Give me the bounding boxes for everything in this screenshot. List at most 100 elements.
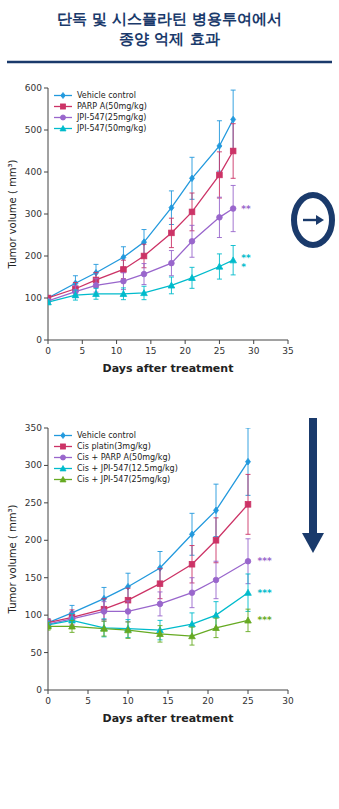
x-tick xyxy=(253,340,254,344)
y-tick xyxy=(44,652,48,653)
legend-label: PARP A(50mg/kg) xyxy=(77,102,147,111)
x-tick xyxy=(288,690,289,694)
error-bar xyxy=(70,620,75,632)
y-tick-label: 50 xyxy=(31,648,43,658)
error-bar-cap xyxy=(102,598,107,599)
error-bar-cap xyxy=(231,274,236,275)
x-tick-label: 0 xyxy=(45,346,51,356)
legend: Vehicle controlCis platin(3mg/kg)Cis + P… xyxy=(54,431,178,484)
x-tick-label: 0 xyxy=(45,696,51,706)
point xyxy=(190,175,195,182)
error-bar xyxy=(231,124,236,179)
error-bar-cap xyxy=(246,631,251,632)
title: 단독 및 시스플라틴 병용투여에서종양 억제 효과 xyxy=(57,10,283,48)
legend-label: Cis + JPI-547(25mg/kg) xyxy=(77,475,170,484)
error-bar-cap xyxy=(190,225,195,226)
error-bar-cap xyxy=(48,618,51,619)
point xyxy=(169,260,175,266)
error-bar-cap xyxy=(169,218,174,219)
point xyxy=(217,143,222,150)
x-tick-label: 15 xyxy=(145,346,156,356)
error-bar-cap xyxy=(190,612,195,613)
series xyxy=(48,90,236,301)
x-tick xyxy=(82,340,83,344)
y-tick-label: 0 xyxy=(36,335,42,345)
error-bar-cap xyxy=(142,284,147,285)
error-bar-cap xyxy=(70,632,75,633)
error-bar-cap xyxy=(231,178,236,179)
error-bar-cap xyxy=(126,621,131,622)
error-bar xyxy=(190,225,195,257)
point xyxy=(69,623,76,629)
error-bar xyxy=(190,193,195,231)
point xyxy=(230,257,237,263)
x-tick-label: 30 xyxy=(248,346,260,356)
error-bar xyxy=(48,623,51,630)
y-tick xyxy=(44,540,48,541)
error-bar xyxy=(158,626,163,642)
error-bar-cap xyxy=(190,157,195,158)
error-bar-cap xyxy=(217,237,222,238)
point xyxy=(230,148,236,154)
x-tick-label: 35 xyxy=(282,346,293,356)
error-bar-cap xyxy=(48,618,51,619)
x-tick-label: 10 xyxy=(111,346,123,356)
error-bar xyxy=(190,157,195,199)
error-bar xyxy=(142,264,147,285)
annotation: ** xyxy=(241,204,251,214)
error-bar xyxy=(142,286,147,299)
error-bar xyxy=(158,592,163,616)
y-tick-label: 350 xyxy=(25,423,42,433)
y-tick-label: 100 xyxy=(25,610,42,620)
error-bar-cap xyxy=(73,282,78,283)
point xyxy=(157,581,163,587)
y-tick xyxy=(44,88,48,89)
error-bar-cap xyxy=(217,197,222,198)
error-bar-cap xyxy=(158,568,163,569)
annotation: * xyxy=(241,262,246,272)
x-tick-label: 25 xyxy=(214,346,225,356)
point xyxy=(169,204,174,211)
error-bar-cap xyxy=(102,621,107,622)
x-tick-label: 30 xyxy=(282,696,294,706)
error-bar-cap xyxy=(217,151,222,152)
error-bar-cap xyxy=(126,588,131,589)
error-bar-cap xyxy=(214,561,219,562)
error-bar-cap xyxy=(142,286,147,287)
error-bar-cap xyxy=(70,620,75,621)
x-tick xyxy=(208,690,209,694)
title-line: 종양 억제 효과 xyxy=(119,30,219,48)
legend-marker xyxy=(60,126,66,131)
legend-label: Cis + PARP A(50mg/kg) xyxy=(77,453,171,462)
error-bar xyxy=(217,197,222,237)
x-tick xyxy=(150,340,151,344)
error-bar xyxy=(102,621,107,636)
error-bar-cap xyxy=(142,229,147,230)
error-bar xyxy=(126,620,131,638)
point xyxy=(245,589,252,595)
point xyxy=(157,601,163,607)
legend-item: Cis platin(3mg/kg) xyxy=(54,442,151,451)
legend-label: JPI-547(50mg/kg) xyxy=(76,124,146,133)
point xyxy=(169,230,175,236)
x-tick xyxy=(88,690,89,694)
error-bar-cap xyxy=(158,642,163,643)
error-bar xyxy=(246,609,251,631)
point xyxy=(168,282,175,288)
error-bar-cap xyxy=(48,630,51,631)
legend-marker xyxy=(60,455,65,460)
error-bar-cap xyxy=(126,573,131,574)
error-bar-cap xyxy=(190,577,195,578)
x-axis-label: Days after treatment xyxy=(103,712,234,725)
error-bar-cap xyxy=(48,620,51,621)
point xyxy=(48,623,51,629)
error-bar-cap xyxy=(246,428,251,429)
point xyxy=(121,278,127,284)
x-tick xyxy=(168,690,169,694)
error-bar-cap xyxy=(121,299,126,300)
x-tick xyxy=(248,690,249,694)
series-line xyxy=(48,462,248,623)
error-bar-cap xyxy=(102,601,107,602)
error-bar-cap xyxy=(169,250,174,251)
error-bar-cap xyxy=(70,612,75,613)
